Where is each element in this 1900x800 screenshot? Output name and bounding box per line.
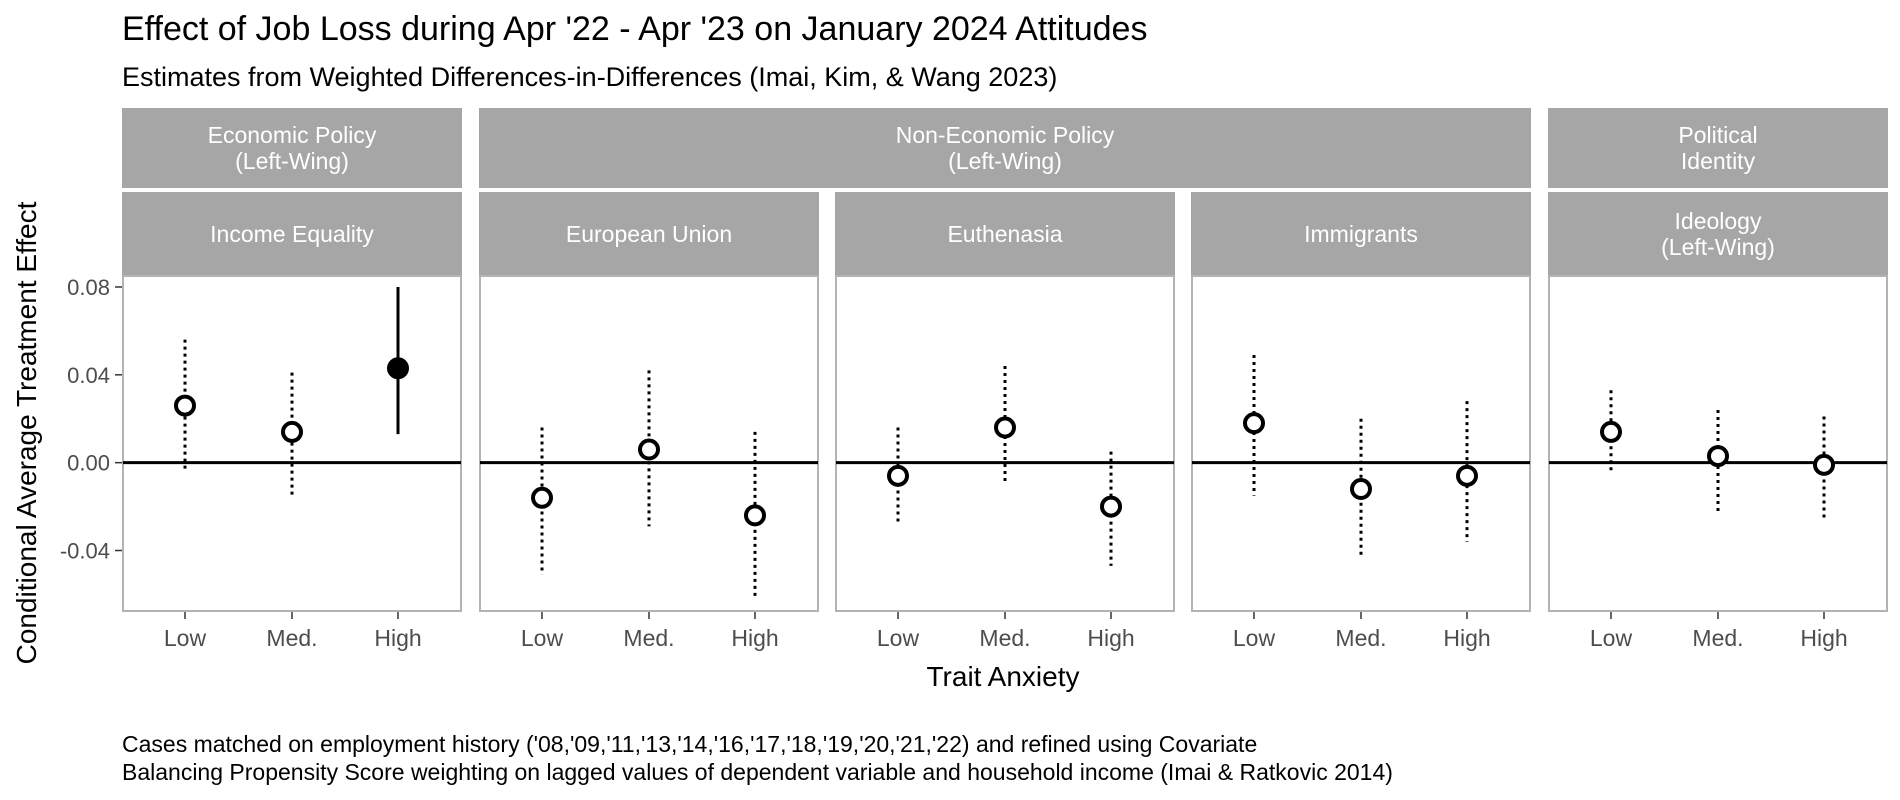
x-tick-label-3-2: Med. xyxy=(979,625,1030,651)
panel-frame-5 xyxy=(1548,275,1888,612)
group-strip-label-3-line-1: Political xyxy=(1678,122,1757,148)
panel-strip-label-2-line-1: European Union xyxy=(566,221,732,247)
y-tick-label-4: -0.04 xyxy=(60,539,110,564)
panel-strip-5 xyxy=(1548,192,1888,276)
panel-strip-2 xyxy=(479,192,819,276)
y-tick-label-3: 0.00 xyxy=(67,451,110,476)
panel-frame-4 xyxy=(1191,275,1531,612)
point-3-3 xyxy=(1100,495,1122,518)
point-2-3 xyxy=(744,504,766,527)
panel-strip-label-1-line-1: Income Equality xyxy=(210,221,374,247)
y-tick-label-2: 0.04 xyxy=(67,363,110,388)
x-tick-label-1-1: Low xyxy=(164,625,207,651)
x-tick-label-5-1: Low xyxy=(1590,625,1633,651)
x-axis-label: Trait Anxiety xyxy=(926,661,1079,692)
x-tick-label-4-1: Low xyxy=(1233,625,1276,651)
x-tick-label-4-2: Med. xyxy=(1335,625,1386,651)
point-5-2 xyxy=(1707,445,1729,468)
panel-strip-label-3-line-1: Euthenasia xyxy=(947,221,1062,247)
chart-subtitle: Estimates from Weighted Differences-in-D… xyxy=(122,62,1057,92)
point-3-2 xyxy=(994,416,1016,439)
x-tick-label-3-3: High xyxy=(1087,625,1134,651)
x-tick-label-5-2: Med. xyxy=(1692,625,1743,651)
group-strip-3 xyxy=(1548,108,1888,188)
panel-strip-1 xyxy=(122,192,462,276)
group-strip-1 xyxy=(122,108,462,188)
x-tick-label-2-2: Med. xyxy=(623,625,674,651)
point-2-1 xyxy=(531,486,553,509)
point-4-1 xyxy=(1243,412,1265,435)
x-tick-label-3-1: Low xyxy=(877,625,920,651)
y-axis-label: Conditional Average Treatment Effect xyxy=(11,201,42,664)
point-5-3 xyxy=(1813,453,1835,476)
panel-strip-3 xyxy=(835,192,1175,276)
x-tick-label-5-3: High xyxy=(1800,625,1847,651)
point-4-3 xyxy=(1456,464,1478,487)
group-strip-2 xyxy=(479,108,1531,188)
panel-strip-4 xyxy=(1191,192,1531,276)
group-strip-label-2-line-1: Non-Economic Policy xyxy=(896,122,1115,148)
panel-strip-label-5-line-2: (Left-Wing) xyxy=(1661,234,1775,260)
x-tick-label-1-2: Med. xyxy=(266,625,317,651)
group-strip-label-1-line-1: Economic Policy xyxy=(208,122,377,148)
point-1-3 xyxy=(387,357,409,380)
panel-strip-label-4-line-1: Immigrants xyxy=(1304,221,1418,247)
panel-strip-label-5-line-1: Ideology xyxy=(1675,208,1762,234)
group-strip-label-2-line-2: (Left-Wing) xyxy=(948,148,1062,174)
group-strip-label-1-line-2: (Left-Wing) xyxy=(235,148,349,174)
caption-line-1: Cases matched on employment history ('08… xyxy=(122,731,1257,757)
point-1-2 xyxy=(281,420,303,443)
point-5-1 xyxy=(1600,420,1622,443)
x-tick-label-2-1: Low xyxy=(521,625,564,651)
point-4-2 xyxy=(1350,478,1372,501)
point-3-1 xyxy=(887,464,909,487)
x-tick-label-2-3: High xyxy=(731,625,778,651)
y-tick-label-1: 0.08 xyxy=(67,275,110,300)
caption-line-2: Balancing Propensity Score weighting on … xyxy=(122,759,1393,785)
group-strip-label-3-line-2: Identity xyxy=(1681,148,1756,174)
panels-layer: Economic Policy(Left-Wing)Non-Economic P… xyxy=(60,108,1888,651)
x-tick-label-1-3: High xyxy=(374,625,421,651)
x-tick-label-4-3: High xyxy=(1443,625,1490,651)
chart-title: Effect of Job Loss during Apr '22 - Apr … xyxy=(122,10,1147,48)
point-1-1 xyxy=(174,394,196,417)
point-2-2 xyxy=(638,438,660,461)
